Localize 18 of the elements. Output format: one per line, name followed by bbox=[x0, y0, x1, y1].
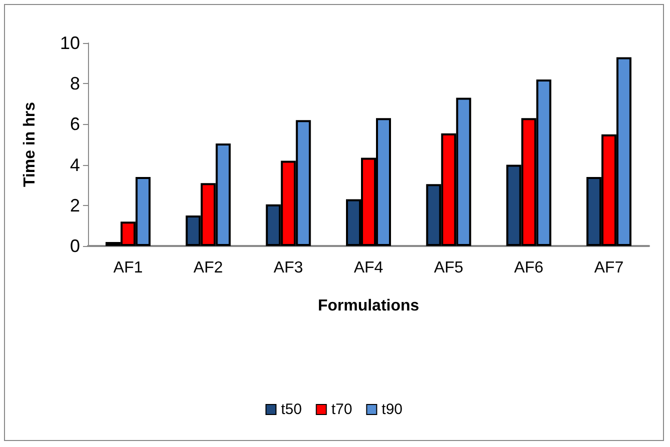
y-tick-label: 10 bbox=[60, 33, 80, 53]
x-axis-title: Formulations bbox=[318, 298, 420, 314]
x-tick-label: AF7 bbox=[594, 260, 624, 276]
legend-label: t70 bbox=[331, 401, 352, 418]
y-tick-label: 6 bbox=[70, 114, 80, 134]
legend-label: t90 bbox=[382, 401, 403, 418]
x-tick-label: AF1 bbox=[113, 260, 143, 276]
legend-label: t50 bbox=[280, 401, 302, 418]
x-tick-label: AF6 bbox=[514, 260, 544, 276]
x-tick-label: AF5 bbox=[434, 260, 464, 276]
y-tick-label: 4 bbox=[70, 154, 80, 175]
x-tick-label: AF2 bbox=[194, 260, 223, 276]
x-tick-label: AF3 bbox=[274, 260, 304, 276]
y-tick-label: 0 bbox=[70, 236, 80, 256]
y-axis-title: Time in hrs bbox=[22, 102, 38, 188]
y-tick-label: 8 bbox=[70, 74, 80, 94]
y-tick-label: 2 bbox=[70, 195, 80, 216]
x-tick-label: AF4 bbox=[354, 260, 384, 276]
